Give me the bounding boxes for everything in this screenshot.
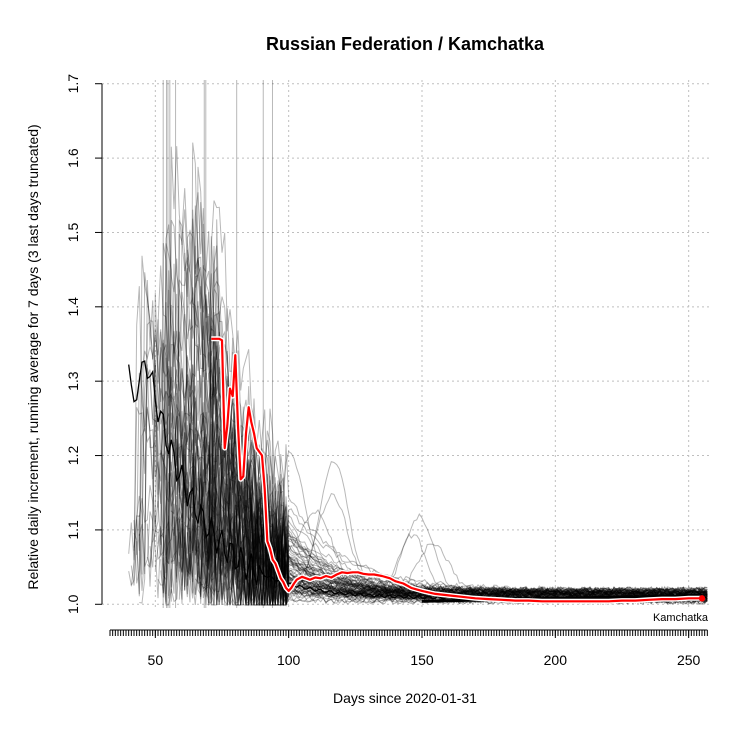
background-series-line xyxy=(205,312,708,604)
background-series-line xyxy=(160,289,708,605)
background-series-line xyxy=(157,224,708,606)
y-axis-label: Relative daily increment, running averag… xyxy=(25,124,41,589)
background-series-group xyxy=(128,80,708,608)
y-tick-label: 1.5 xyxy=(65,223,81,243)
background-series-line xyxy=(208,376,708,598)
background-series-line xyxy=(146,362,708,606)
x-tick-label: 100 xyxy=(277,652,301,668)
background-series-line xyxy=(186,259,708,595)
y-tick-label: 1.6 xyxy=(65,148,81,168)
grid xyxy=(102,80,710,608)
background-series-line xyxy=(178,230,708,598)
x-tick-label: 250 xyxy=(677,652,701,668)
background-series-line xyxy=(202,236,708,596)
background-series-line xyxy=(149,265,708,597)
background-series-line xyxy=(202,375,708,595)
background-series-line xyxy=(186,245,708,606)
y-tick-label: 1.0 xyxy=(65,594,81,614)
background-series-line xyxy=(205,266,708,596)
y-tick-label: 1.4 xyxy=(65,297,81,317)
background-series-line xyxy=(194,458,708,606)
x-axis-label: Days since 2020-01-31 xyxy=(333,690,477,706)
background-series-line xyxy=(136,364,708,607)
highlight-series-line xyxy=(211,337,702,603)
y-tick-label: 1.2 xyxy=(65,446,81,466)
black-series-tail xyxy=(422,593,702,603)
y-tick-label: 1.7 xyxy=(65,74,81,94)
background-series-line xyxy=(186,205,708,598)
y-tick-label: 1.1 xyxy=(65,520,81,540)
chart-title: Russian Federation / Kamchatka xyxy=(266,34,545,54)
highlight-series-endpoint xyxy=(698,595,706,602)
background-series-line xyxy=(171,233,708,597)
background-series-line xyxy=(162,412,708,606)
background-series-line xyxy=(154,243,708,607)
background-series-line xyxy=(194,270,708,595)
background-series-line xyxy=(202,200,708,595)
y-tick-label: 1.3 xyxy=(65,371,81,391)
axes: 1.0 1.1 1.2 1.3 1.4 1.5 1.6 1.7 50 100 150 200 250 xyxy=(65,74,708,668)
x-tick-label: 150 xyxy=(410,652,434,668)
background-series-line xyxy=(194,223,708,605)
background-series-line xyxy=(181,397,708,602)
highlight-series-group xyxy=(211,336,706,604)
x-tick-label: 200 xyxy=(544,652,568,668)
highlight-label: Kamchatka xyxy=(653,612,709,624)
x-tick-label: 50 xyxy=(148,652,164,668)
background-series-line xyxy=(205,245,708,606)
